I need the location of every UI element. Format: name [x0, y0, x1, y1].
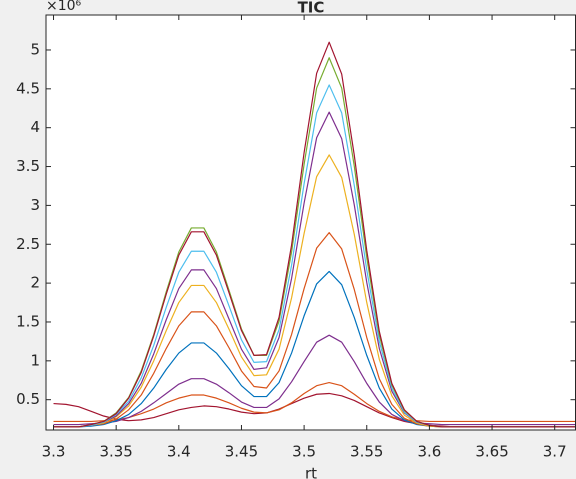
- x-tick-label: 3.5: [292, 443, 316, 461]
- y-tick-label: 1.5: [16, 312, 40, 330]
- series-line: [53, 381, 576, 423]
- plot-area: [46, 15, 576, 430]
- y-tick-label: 2.5: [16, 235, 40, 253]
- y-tick-label: 0.5: [16, 390, 40, 408]
- series-line: [53, 334, 576, 426]
- x-tick-label: 3.35: [99, 443, 132, 461]
- x-tick-label: 3.65: [475, 443, 508, 461]
- y-tick-label: 3.5: [16, 157, 40, 175]
- x-tick-label: 3.6: [417, 443, 441, 461]
- x-tick-label: 3.7: [543, 443, 567, 461]
- chart-title: TIC: [298, 0, 325, 17]
- x-axis-label: rt: [305, 465, 317, 479]
- y-exponent: ×10⁶: [46, 0, 82, 14]
- x-tick-label: 3.3: [42, 443, 66, 461]
- x-tick-label: 3.4: [167, 443, 191, 461]
- x-tick-label: 3.45: [225, 443, 258, 461]
- y-tick-label: 4.5: [16, 79, 40, 97]
- y-tick-label: 4: [30, 118, 40, 136]
- y-tick-label: 5: [30, 40, 40, 58]
- x-tick-label: 3.55: [350, 443, 383, 461]
- y-tick-label: 2: [30, 274, 40, 292]
- y-tick-label: 3: [30, 196, 40, 214]
- y-tick-label: 1: [30, 351, 40, 369]
